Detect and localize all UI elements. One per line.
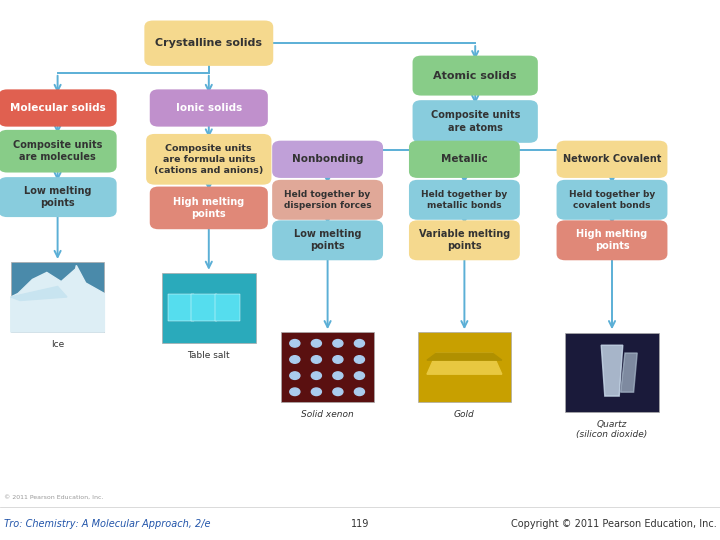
- Text: Variable melting
points: Variable melting points: [419, 229, 510, 252]
- Polygon shape: [11, 286, 67, 300]
- FancyBboxPatch shape: [281, 332, 374, 402]
- Text: Metallic: Metallic: [441, 154, 487, 164]
- Text: Molecular solids: Molecular solids: [10, 103, 105, 113]
- FancyBboxPatch shape: [272, 180, 383, 220]
- Polygon shape: [601, 345, 623, 396]
- Text: Low melting
points: Low melting points: [294, 229, 361, 252]
- Text: Quartz
(silicon dioxide): Quartz (silicon dioxide): [577, 420, 647, 439]
- Text: Atomic solids: Atomic solids: [433, 71, 517, 80]
- Polygon shape: [621, 353, 637, 392]
- Text: Composite units
are atoms: Composite units are atoms: [431, 110, 520, 133]
- FancyBboxPatch shape: [272, 140, 383, 178]
- FancyBboxPatch shape: [146, 134, 271, 185]
- FancyBboxPatch shape: [409, 140, 520, 178]
- Text: Tro: Chemistry: A Molecular Approach, 2/e: Tro: Chemistry: A Molecular Approach, 2/…: [4, 519, 210, 529]
- Text: Ice: Ice: [51, 340, 64, 349]
- FancyBboxPatch shape: [557, 140, 667, 178]
- FancyBboxPatch shape: [557, 180, 667, 220]
- Text: 119: 119: [351, 519, 369, 529]
- Text: Network Covalent: Network Covalent: [563, 154, 661, 164]
- FancyBboxPatch shape: [162, 273, 256, 343]
- Text: Crystalline solids: Crystalline solids: [156, 38, 262, 48]
- FancyBboxPatch shape: [418, 332, 511, 402]
- Polygon shape: [427, 353, 502, 360]
- Text: Copyright © 2011 Pearson Education, Inc.: Copyright © 2011 Pearson Education, Inc.: [510, 519, 716, 529]
- Circle shape: [354, 340, 364, 347]
- Text: Composite units
are formula units
(cations and anions): Composite units are formula units (catio…: [154, 144, 264, 175]
- FancyBboxPatch shape: [409, 180, 520, 220]
- FancyBboxPatch shape: [413, 56, 538, 96]
- FancyBboxPatch shape: [11, 262, 104, 332]
- FancyBboxPatch shape: [0, 130, 117, 173]
- Text: Solid xenon: Solid xenon: [301, 410, 354, 420]
- FancyBboxPatch shape: [413, 100, 538, 143]
- Text: Nonbonding: Nonbonding: [292, 154, 364, 164]
- Circle shape: [333, 388, 343, 395]
- Text: High melting
points: High melting points: [577, 229, 647, 252]
- FancyBboxPatch shape: [150, 186, 268, 229]
- Text: Table salt: Table salt: [187, 351, 230, 360]
- FancyBboxPatch shape: [150, 89, 268, 126]
- Text: © 2011 Pearson Education, Inc.: © 2011 Pearson Education, Inc.: [4, 495, 103, 500]
- Polygon shape: [11, 266, 104, 332]
- Circle shape: [354, 372, 364, 380]
- Text: Held together by
dispersion forces: Held together by dispersion forces: [284, 190, 372, 210]
- Circle shape: [354, 356, 364, 363]
- Circle shape: [311, 372, 321, 380]
- FancyBboxPatch shape: [565, 333, 659, 411]
- Text: Held together by
covalent bonds: Held together by covalent bonds: [569, 190, 655, 210]
- FancyBboxPatch shape: [0, 89, 117, 126]
- Polygon shape: [427, 353, 502, 374]
- FancyBboxPatch shape: [557, 220, 667, 260]
- Circle shape: [354, 388, 364, 395]
- Circle shape: [333, 356, 343, 363]
- FancyBboxPatch shape: [272, 220, 383, 260]
- Text: Ionic solids: Ionic solids: [176, 103, 242, 113]
- FancyBboxPatch shape: [168, 294, 194, 321]
- Text: Gold: Gold: [454, 410, 474, 420]
- Text: Composite units
are molecules: Composite units are molecules: [13, 140, 102, 163]
- Text: High melting
points: High melting points: [174, 197, 244, 219]
- Circle shape: [289, 388, 300, 395]
- Circle shape: [289, 356, 300, 363]
- Text: Low melting
points: Low melting points: [24, 186, 91, 208]
- FancyBboxPatch shape: [144, 21, 273, 66]
- FancyBboxPatch shape: [409, 220, 520, 260]
- Circle shape: [289, 372, 300, 380]
- Circle shape: [311, 388, 321, 395]
- Circle shape: [289, 340, 300, 347]
- Circle shape: [311, 340, 321, 347]
- FancyBboxPatch shape: [191, 294, 217, 321]
- Circle shape: [333, 340, 343, 347]
- Circle shape: [333, 372, 343, 380]
- FancyBboxPatch shape: [215, 294, 240, 321]
- Text: Held together by
metallic bonds: Held together by metallic bonds: [421, 190, 508, 210]
- FancyBboxPatch shape: [0, 177, 117, 217]
- Circle shape: [311, 356, 321, 363]
